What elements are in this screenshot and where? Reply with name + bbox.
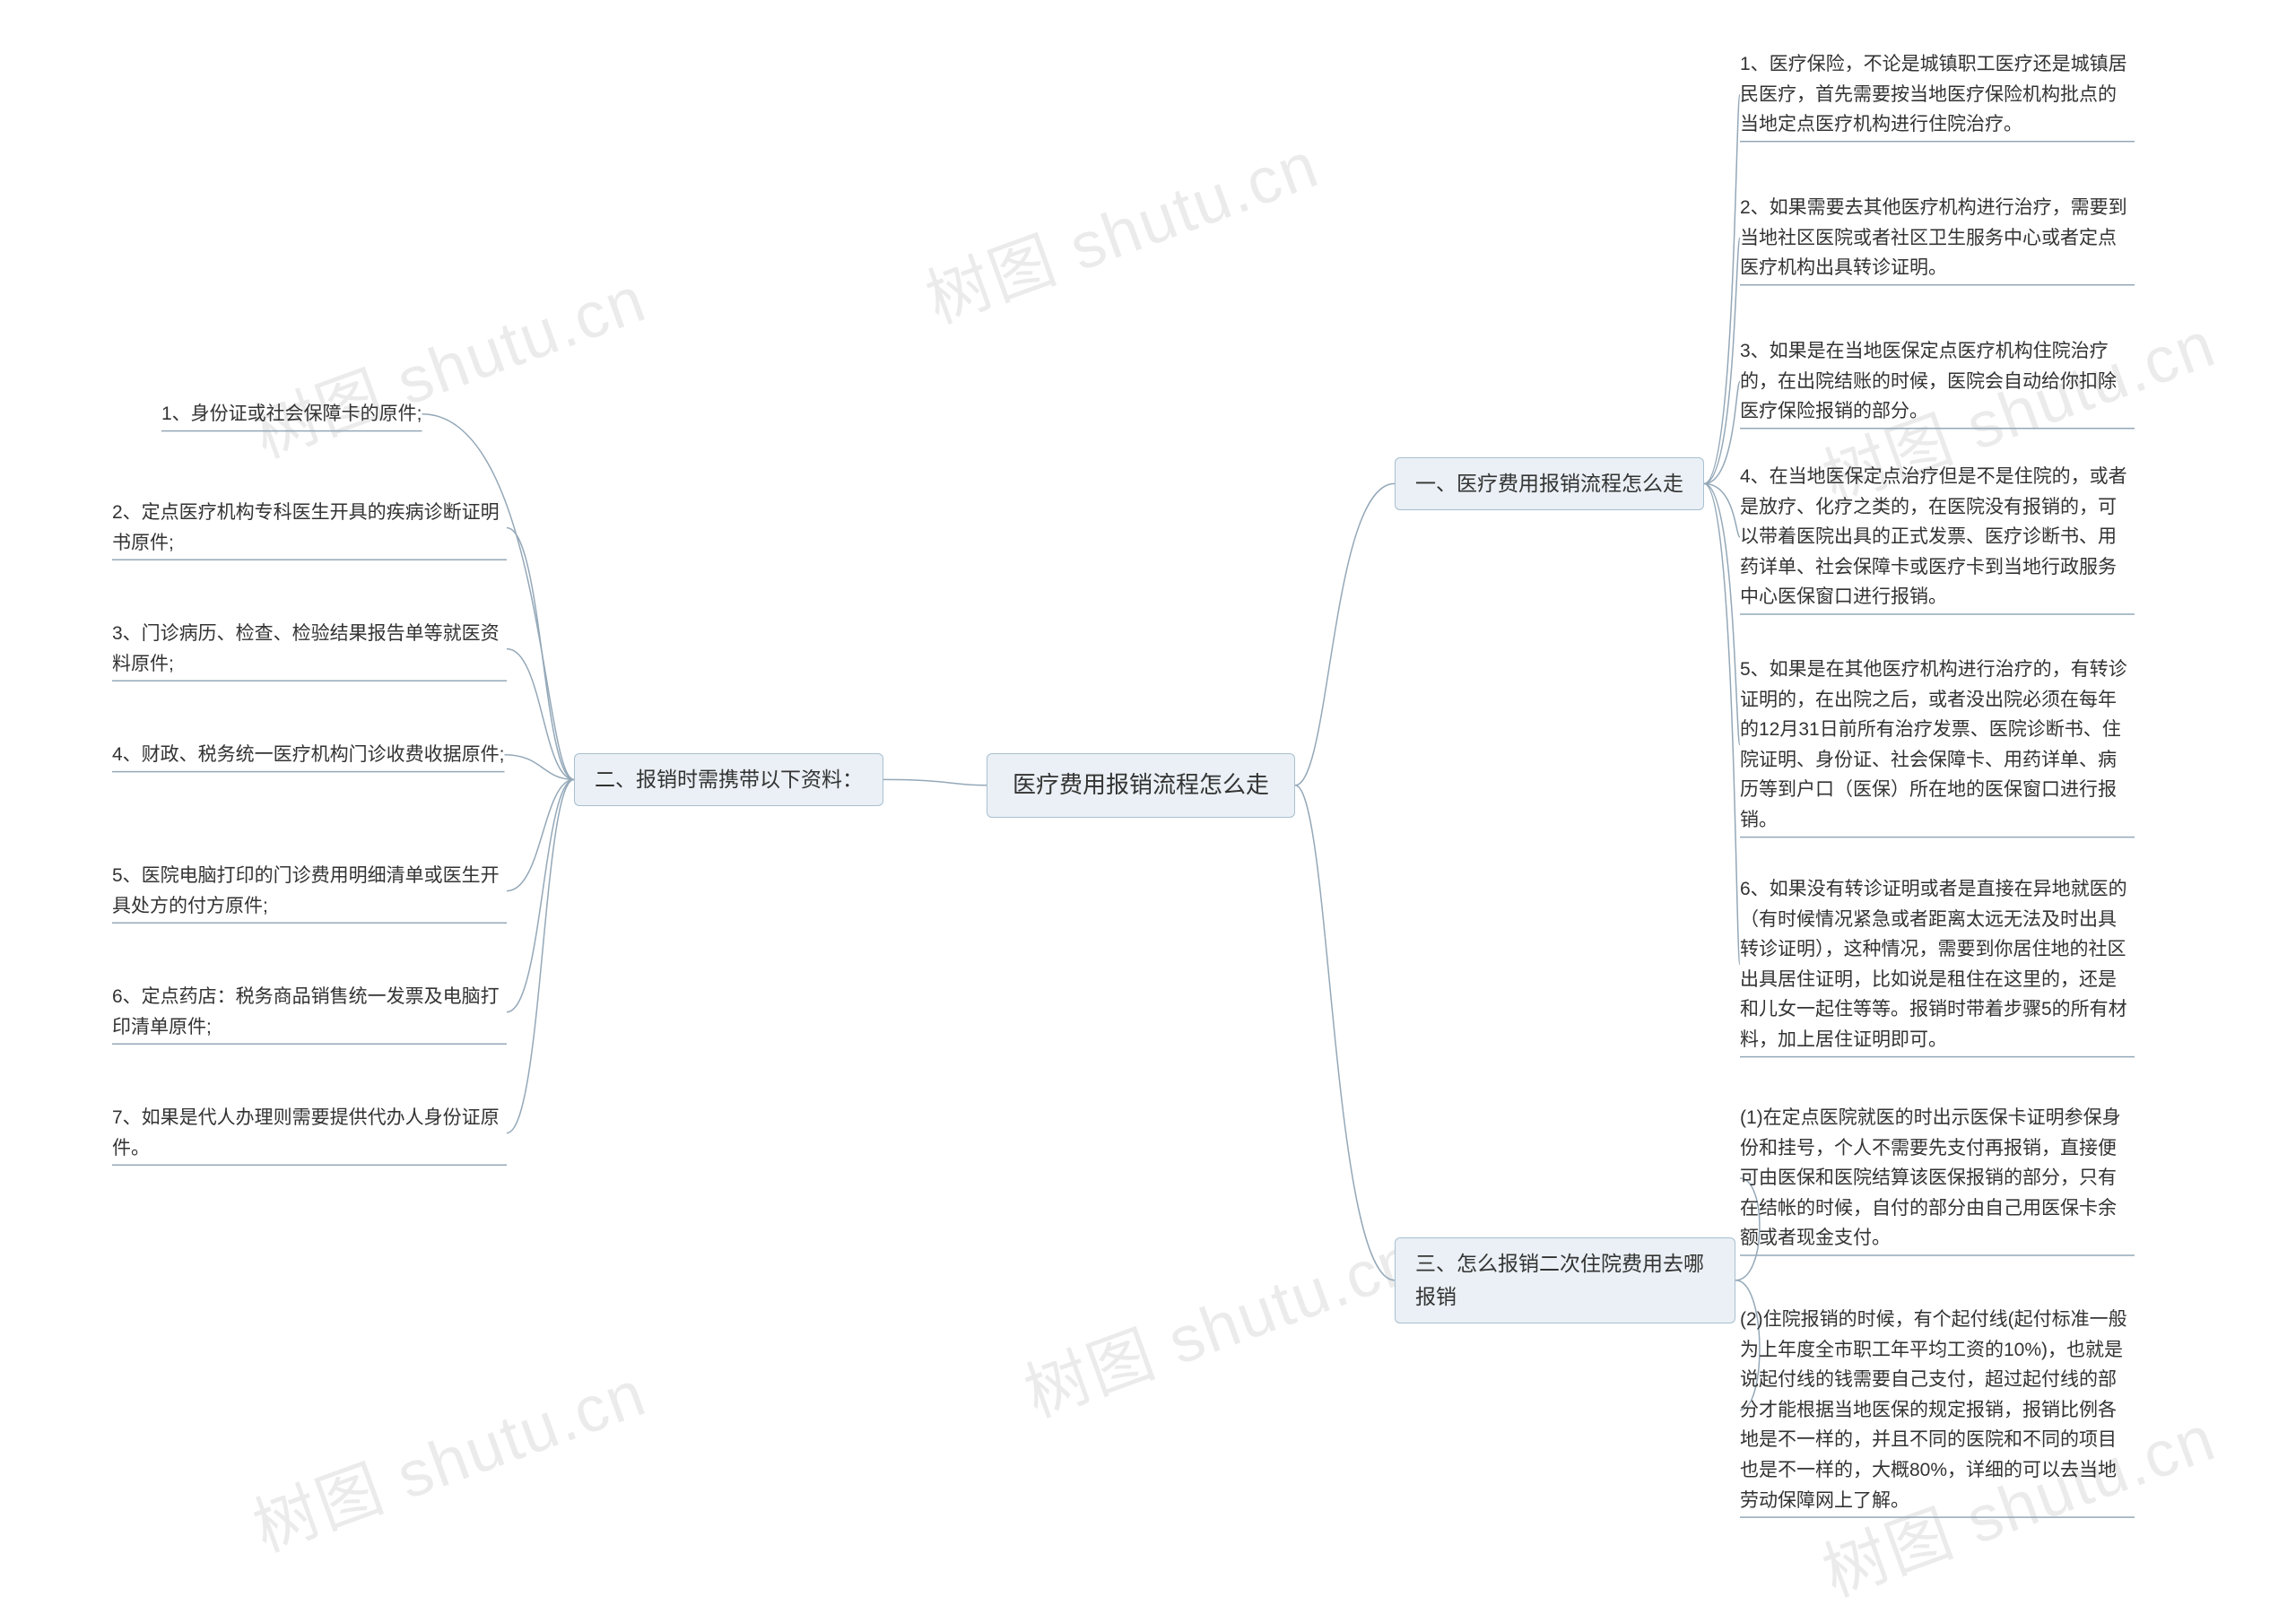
branch-1-leaf-5: 5、如果是在其他医疗机构进行治疗的，有转诊证明的，在出院之后，或者没出院必须在每… — [1740, 655, 2135, 836]
branch-3: 三、怎么报销二次住院费用去哪报销 — [1395, 1237, 1735, 1323]
root-node: 医疗费用报销流程怎么走 — [987, 753, 1295, 818]
branch-3-leaf-1: (1)在定点医院就医的时出示医保卡证明参保身份和挂号，个人不需要先支付再报销，直… — [1740, 1103, 2135, 1254]
branch-1: 一、医疗费用报销流程怎么走 — [1395, 457, 1704, 510]
watermark: 树图 shutu.cn — [911, 112, 1329, 341]
branch-2-leaf-6: 6、定点药店：税务商品销售统一发票及电脑打印清单原件; — [112, 982, 507, 1042]
branch-1-leaf-6: 6、如果没有转诊证明或者是直接在异地就医的（有时候情况紧急或者距离太远无法及时出… — [1740, 874, 2135, 1055]
branch-1-leaf-3: 3、如果是在当地医保定点医疗机构住院治疗的，在出院结账的时候，医院会自动给你扣除… — [1740, 336, 2135, 427]
branch-2-leaf-1: 1、身份证或社会保障卡的原件; — [161, 399, 422, 430]
watermark: 树图 shutu.cn — [1010, 1206, 1428, 1435]
branch-2-leaf-7: 7、如果是代人办理则需要提供代办人身份证原件。 — [112, 1103, 507, 1163]
watermark: 树图 shutu.cn — [239, 1341, 657, 1569]
branch-2: 二、报销时需携带以下资料： — [574, 753, 883, 806]
watermark: 树图 shutu.cn — [239, 247, 657, 475]
branch-1-leaf-4: 4、在当地医保定点治疗但是不是住院的，或者是放疗、化疗之类的，在医院没有报销的，… — [1740, 462, 2135, 612]
branch-1-leaf-1: 1、医疗保险，不论是城镇职工医疗还是城镇居民医疗，首先需要按当地医疗保险机构批点… — [1740, 49, 2135, 140]
branch-3-leaf-2: (2)住院报销的时候，有个起付线(起付标准一般为上年度全市职工年平均工资的10%… — [1740, 1305, 2135, 1515]
branch-2-leaf-2: 2、定点医疗机构专科医生开具的疾病诊断证明书原件; — [112, 498, 507, 558]
branch-2-leaf-4: 4、财政、税务统一医疗机构门诊收费收据原件; — [112, 740, 505, 770]
branch-2-leaf-5: 5、医院电脑打印的门诊费用明细清单或医生开具处方的付方原件; — [112, 861, 507, 921]
branch-1-leaf-2: 2、如果需要去其他医疗机构进行治疗，需要到当地社区医院或者社区卫生服务中心或者定… — [1740, 193, 2135, 283]
branch-2-leaf-3: 3、门诊病历、检查、检验结果报告单等就医资料原件; — [112, 619, 507, 679]
